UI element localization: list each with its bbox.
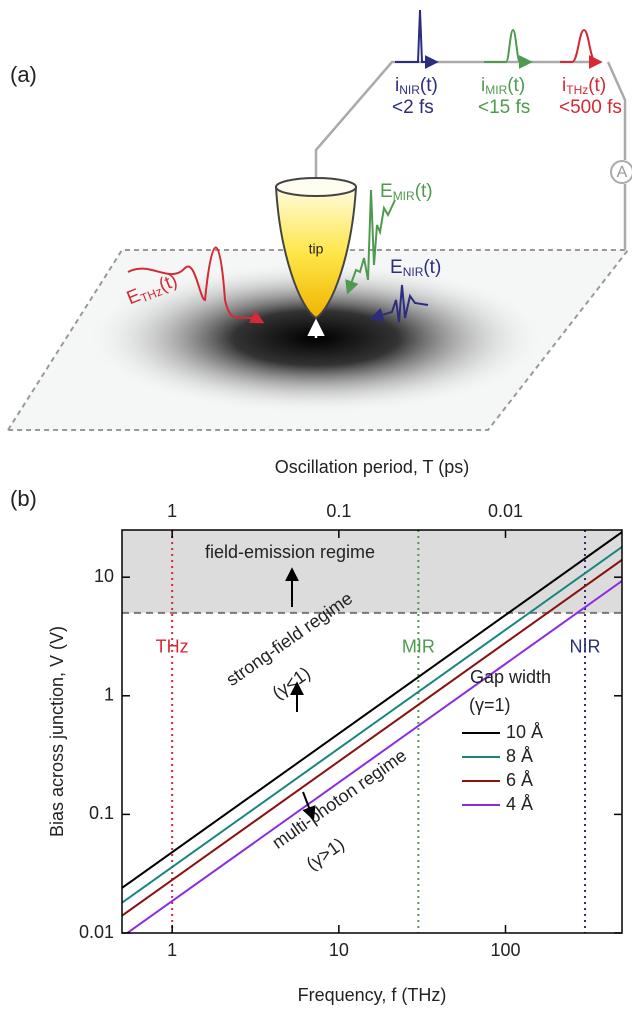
y-tick-label: 0.01 (79, 922, 114, 942)
legend-label: 8 Å (506, 746, 533, 766)
ammeter-label: A (617, 164, 628, 181)
tip-top (275, 177, 357, 197)
argument: (t) (420, 75, 438, 96)
x2-tick-label: 0.1 (326, 501, 351, 521)
plot-frame (121, 529, 623, 934)
subscript: THz (566, 83, 588, 97)
x2-axis-title: Oscillation period, T (ps) (275, 457, 469, 477)
x2-tick-label: 0.01 (488, 501, 523, 521)
series-line (122, 546, 622, 904)
band-label: MIR (402, 637, 435, 657)
symbol: E (390, 257, 403, 278)
subscript-label: EMIR(t) (380, 181, 433, 203)
ammeter (610, 160, 632, 184)
x2-tick-label: 1 (167, 501, 177, 521)
panel-label: (a) (10, 62, 37, 87)
symbol: E (380, 181, 393, 202)
x-axis-title: Frequency, f (THz) (298, 985, 447, 1005)
legend-label: 10 Å (506, 722, 543, 742)
series-line (122, 559, 622, 917)
plot: THz MIR NIR 10 Å 8 Å 6 Å 4 Å Gap width (γ=1) 1 10 1… (47, 457, 623, 1005)
annotation: (γ>1) (303, 834, 348, 874)
subscript: MIR (393, 189, 415, 203)
x-tick-label: 100 (490, 940, 520, 960)
subscript-label: ENIR(t) (390, 257, 441, 279)
band-label: THz (156, 637, 189, 657)
series-line (122, 531, 622, 889)
wire (314, 60, 600, 183)
panel-label: (b) (10, 486, 37, 511)
subscript: NIR (399, 83, 420, 97)
annotation: (γ<1) (269, 663, 314, 703)
pulse-thz (560, 28, 603, 69)
tip-label: tip (309, 241, 324, 257)
argument: (t) (507, 75, 525, 96)
field-labels: ETHz(t)EMIR(t)ENIR(t) (124, 181, 441, 309)
symbol: i (481, 75, 485, 96)
wire (606, 61, 627, 160)
plot-area (122, 530, 622, 933)
annotation: field-emission regime (205, 542, 375, 562)
arrow (302, 791, 316, 821)
band-label: NIR (570, 637, 601, 657)
pulse-mir (484, 28, 533, 69)
y-axis-title: Bias across junction, V (V) (47, 626, 67, 837)
legend-subtitle: (γ=1) (469, 695, 511, 715)
subscript-label: iNIR(t) (395, 75, 438, 97)
legend-title: Gap width (470, 667, 551, 687)
field-emission-region (122, 530, 622, 613)
series-line (125, 580, 622, 933)
pulse-nir (395, 9, 439, 69)
wave-thz (127, 246, 265, 324)
legend-label: 6 Å (506, 770, 533, 790)
x-tick-label: 10 (329, 940, 349, 960)
symbol: i (395, 75, 399, 96)
y-tick-label: 10 (94, 566, 114, 586)
subscript: NIR (403, 265, 424, 279)
legend-label: 4 Å (506, 794, 533, 814)
y-tick-label: 0.1 (89, 803, 114, 823)
wave-mir (345, 189, 396, 295)
argument: (t) (423, 257, 441, 278)
symbol: i (562, 75, 566, 96)
subscript: MIR (485, 83, 507, 97)
tip (274, 186, 358, 320)
subscript-label: iMIR(t) (481, 75, 525, 97)
pulse-duration: <2 fs (392, 97, 434, 118)
y-tick-label: 1 (104, 685, 114, 705)
wave-nir (369, 284, 429, 323)
subscript-label: iTHz(t) (562, 75, 606, 97)
pulse-duration: <15 fs (478, 97, 530, 118)
argument: (t) (588, 75, 606, 96)
pulse-duration: <500 fs (559, 97, 622, 118)
argument: (t) (415, 181, 433, 202)
x-tick-label: 1 (167, 940, 177, 960)
